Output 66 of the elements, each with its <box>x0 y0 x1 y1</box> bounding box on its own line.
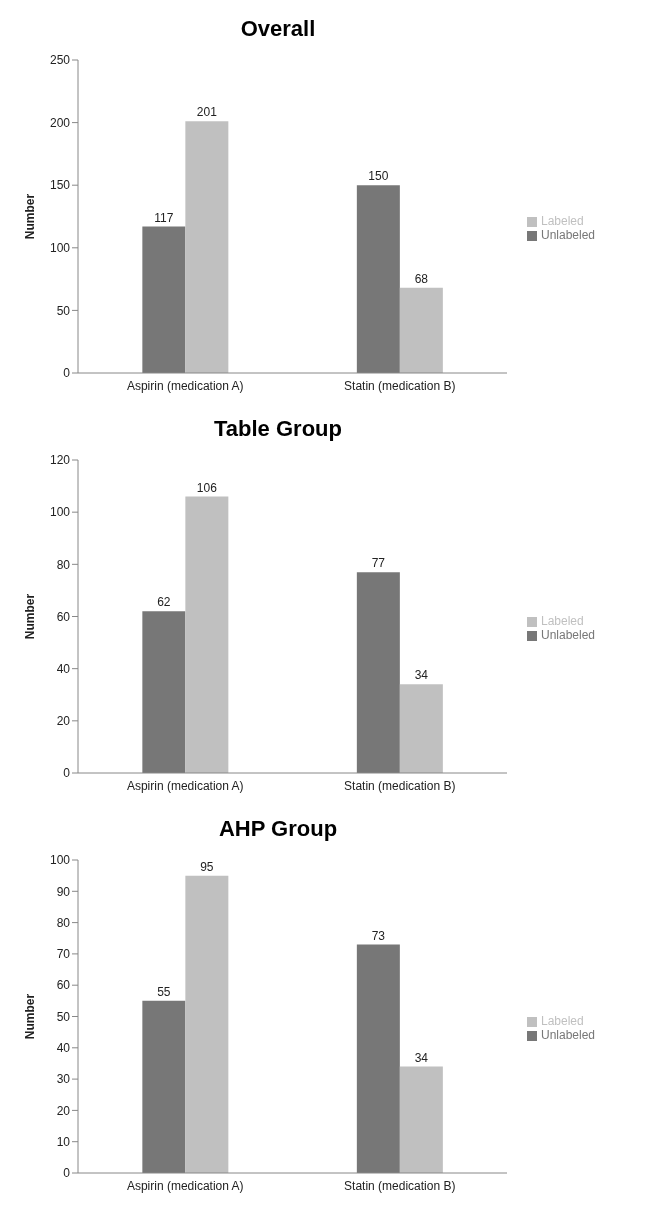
bar <box>399 684 443 773</box>
y-tick-label: 0 <box>63 1166 71 1181</box>
y-tick-label: 120 <box>49 453 71 468</box>
y-tick-label: 10 <box>56 1134 71 1149</box>
y-tick-label: 40 <box>56 661 71 676</box>
x-tick-label: Aspirin (medication A) <box>126 1178 244 1193</box>
legend-label: Labeled <box>541 614 584 628</box>
data-label: 106 <box>196 480 218 495</box>
data-label: 34 <box>414 1050 429 1065</box>
bar <box>142 226 186 373</box>
y-tick-label: 100 <box>49 241 71 256</box>
x-tick-label: Aspirin (medication A) <box>126 378 244 393</box>
y-tick-label: 200 <box>49 115 71 130</box>
y-tick-label: 40 <box>56 1041 71 1056</box>
bar <box>185 875 229 1173</box>
bar <box>356 944 400 1173</box>
y-tick-label: 100 <box>49 853 71 868</box>
y-tick-label: 0 <box>63 766 71 781</box>
y-tick-label: 60 <box>56 978 71 993</box>
bar <box>356 572 400 773</box>
data-label: 95 <box>200 859 214 874</box>
chart-title: Overall <box>239 15 317 43</box>
x-tick-label: Aspirin (medication A) <box>126 778 244 793</box>
chart-title: AHP Group <box>217 815 339 843</box>
data-label: 73 <box>371 928 386 943</box>
y-tick-label: 150 <box>49 178 71 193</box>
bar <box>142 611 186 773</box>
x-tick-label: Statin (medication B) <box>344 778 456 793</box>
y-tick-label: 80 <box>56 915 71 930</box>
legend-label: Unlabeled <box>541 1028 596 1042</box>
bar <box>185 121 229 373</box>
y-tick-label: 0 <box>63 366 71 381</box>
y-axis-title: Number <box>23 593 38 640</box>
y-axis-title: Number <box>23 993 38 1040</box>
y-tick-label: 90 <box>56 884 71 899</box>
y-tick-label: 20 <box>56 714 71 729</box>
bar <box>142 1000 186 1173</box>
legend-label: Labeled <box>541 214 584 228</box>
legend-label: Unlabeled <box>541 628 596 642</box>
y-tick-label: 100 <box>49 505 71 520</box>
data-label: 77 <box>371 556 386 571</box>
y-tick-label: 50 <box>56 303 71 318</box>
y-tick-label: 60 <box>56 609 71 624</box>
y-axis-title: Number <box>23 193 38 240</box>
data-label: 62 <box>157 595 171 610</box>
bar <box>399 1066 443 1173</box>
legend-label: Labeled <box>541 1014 584 1028</box>
y-tick-label: 80 <box>56 557 71 572</box>
y-tick-label: 250 <box>49 53 71 68</box>
data-label: 150 <box>368 169 389 184</box>
x-tick-label: Statin (medication B) <box>344 378 456 393</box>
chart-title: Table Group <box>213 415 343 443</box>
y-tick-label: 30 <box>56 1072 71 1087</box>
y-tick-label: 50 <box>56 1009 71 1024</box>
data-label: 201 <box>196 105 218 120</box>
y-tick-label: 20 <box>56 1103 71 1118</box>
data-label: 55 <box>157 984 171 999</box>
legend-label: Unlabeled <box>541 228 596 242</box>
data-label: 68 <box>414 271 429 286</box>
bar <box>185 496 229 773</box>
x-tick-label: Statin (medication B) <box>344 1178 456 1193</box>
data-label: 117 <box>154 210 174 225</box>
bar <box>399 287 443 373</box>
bar <box>356 185 400 373</box>
y-tick-label: 70 <box>56 947 71 962</box>
data-label: 34 <box>414 668 429 683</box>
